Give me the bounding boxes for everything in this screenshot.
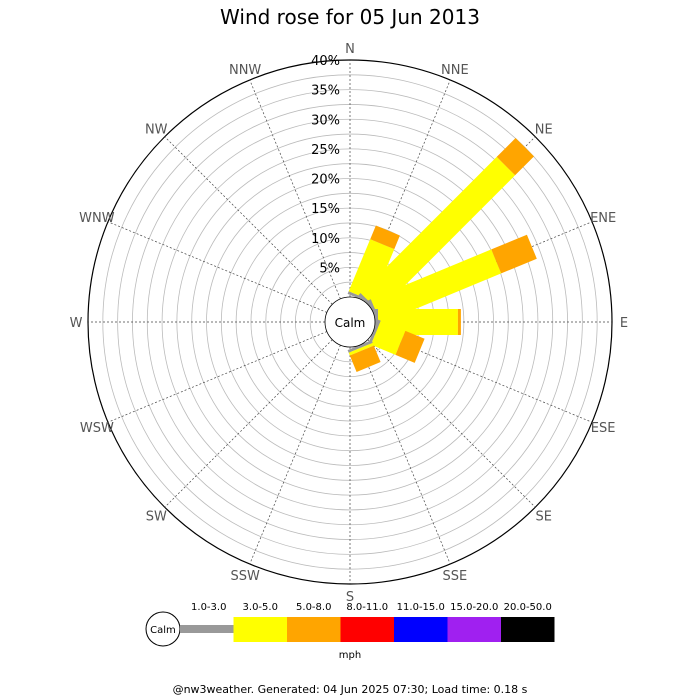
percent-tick-5: 5% bbox=[319, 261, 340, 276]
bar-sse-1.0-3.0 bbox=[347, 340, 373, 353]
grid-ring bbox=[117, 89, 583, 555]
bar-ese-3.0-5.0 bbox=[370, 320, 406, 355]
direction-label-ssw: SSW bbox=[230, 569, 260, 584]
direction-label-ese: ESE bbox=[591, 421, 616, 436]
legend-swatch-5.0-8.0 bbox=[287, 617, 341, 642]
bar-sse-3.0-5.0 bbox=[348, 342, 374, 356]
direction-label-wsw: WSW bbox=[80, 421, 114, 436]
grid-spoke-se bbox=[367, 339, 536, 508]
bar-nne-5.0-8.0 bbox=[370, 225, 400, 250]
percent-tick-15: 15% bbox=[311, 202, 340, 217]
percent-labels: 5% 10% 15% 20% 25% 30% 35% 40% bbox=[311, 54, 340, 276]
bar-ene-5.0-8.0 bbox=[491, 234, 537, 274]
legend-calm-label: Calm bbox=[150, 625, 176, 636]
legend-bin-label-15.0-20.0: 15.0-20.0 bbox=[450, 602, 498, 613]
direction-label-ene: ENE bbox=[590, 211, 616, 226]
legend-bin-label-8.0-11.0: 8.0-11.0 bbox=[346, 602, 388, 613]
legend-swatch-8.0-11.0 bbox=[340, 617, 394, 642]
legend-swatch-1.0-3.0 bbox=[180, 625, 234, 633]
direction-label-se: SE bbox=[536, 510, 552, 525]
legend-swatch-3.0-5.0 bbox=[233, 617, 287, 642]
bar-ese-1.0-3.0 bbox=[368, 319, 381, 345]
grid-ring bbox=[206, 178, 494, 466]
bar-ene-3.0-5.0 bbox=[370, 249, 502, 324]
direction-label-nw: NW bbox=[145, 122, 168, 137]
footer-text: @nw3weather. Generated: 04 Jun 2025 07:3… bbox=[173, 683, 528, 696]
calm-circle: Calm bbox=[324, 296, 376, 348]
grid-spoke-nw bbox=[164, 136, 333, 305]
percent-tick-20: 20% bbox=[311, 173, 340, 188]
legend-bin-label-11.0-15.0: 11.0-15.0 bbox=[397, 602, 445, 613]
bar-ese-5.0-8.0 bbox=[395, 330, 425, 363]
direction-label-e: E bbox=[620, 316, 628, 331]
speed-legend: Calm mph 1.0-3.0 3.0-5.0 5.0-8.0 8.0-11.0 11… bbox=[145, 602, 555, 661]
direction-label-wnw: WNW bbox=[79, 211, 115, 226]
legend-swatch-15.0-20.0 bbox=[447, 617, 501, 642]
direction-label-sw: SW bbox=[146, 510, 167, 525]
bar-ne-5.0-8.0 bbox=[496, 138, 534, 176]
legend-bin-label-5.0-8.0: 5.0-8.0 bbox=[296, 602, 331, 613]
grid-spoke-ssw bbox=[249, 344, 341, 565]
grid-spoke-wsw bbox=[107, 331, 328, 423]
grid-spoke-sw bbox=[164, 339, 333, 508]
direction-label-s: S bbox=[346, 590, 354, 605]
percent-tick-30: 30% bbox=[311, 113, 340, 128]
bar-e-5.0-8.0 bbox=[457, 309, 461, 335]
percent-tick-40: 40% bbox=[311, 54, 340, 69]
grid-ring bbox=[161, 133, 539, 511]
bar-nne-3.0-5.0 bbox=[348, 239, 395, 302]
bar-ne-3.0-5.0 bbox=[360, 156, 516, 312]
direction-label-ne: NE bbox=[535, 122, 553, 137]
wind-bars bbox=[347, 138, 537, 372]
legend-bin-label-20.0-50.0: 20.0-50.0 bbox=[504, 602, 552, 613]
grid-ring bbox=[220, 192, 480, 452]
legend-swatch-20.0-50.0 bbox=[501, 617, 555, 642]
legend-units-label: mph bbox=[339, 650, 361, 661]
direction-label-sse: SSE bbox=[442, 569, 467, 584]
grid-spoke-nnw bbox=[249, 79, 341, 300]
percent-tick-35: 35% bbox=[311, 84, 340, 99]
legend-bin-label-3.0-5.0: 3.0-5.0 bbox=[243, 602, 278, 613]
grid-ring bbox=[102, 74, 598, 570]
direction-label-nnw: NNW bbox=[229, 63, 261, 78]
bar-sse-5.0-8.0 bbox=[349, 345, 381, 372]
percent-tick-25: 25% bbox=[311, 143, 340, 158]
chart-title: Wind rose for 05 Jun 2013 bbox=[220, 5, 480, 29]
legend-swatch-11.0-15.0 bbox=[394, 617, 448, 642]
grid-spoke-ese bbox=[372, 331, 593, 423]
grid-spoke-nne bbox=[359, 79, 451, 300]
direction-label-w: W bbox=[70, 316, 83, 331]
polar-grid bbox=[87, 59, 613, 585]
percent-tick-10: 10% bbox=[311, 232, 340, 247]
direction-label-n: N bbox=[345, 42, 355, 57]
calm-label: Calm bbox=[335, 316, 366, 330]
grid-spoke-sse bbox=[359, 344, 451, 565]
direction-labels: N NNE NE ENE E ESE SE SSE S SSW SW WSW W WNW NW NNW bbox=[70, 42, 629, 605]
direction-label-nne: NNE bbox=[441, 63, 469, 78]
grid-spoke-wnw bbox=[107, 221, 328, 313]
grid-spoke-ene bbox=[372, 221, 593, 313]
legend-bin-label-1.0-3.0: 1.0-3.0 bbox=[191, 602, 226, 613]
